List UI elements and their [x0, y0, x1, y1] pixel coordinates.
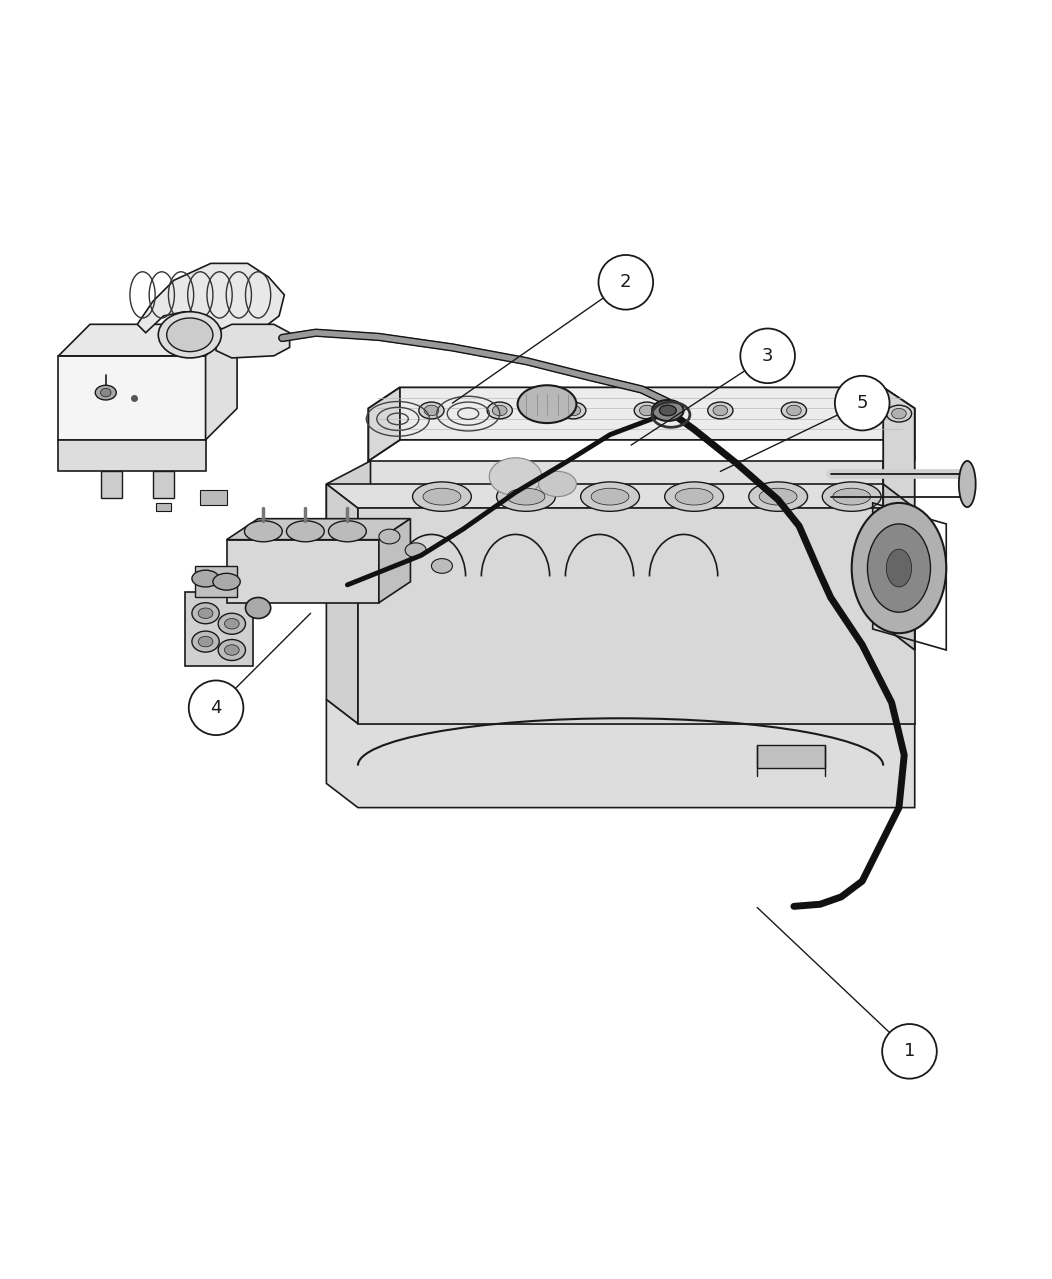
- Ellipse shape: [166, 318, 213, 352]
- Text: 3: 3: [762, 347, 773, 365]
- Polygon shape: [884, 483, 915, 650]
- Polygon shape: [101, 472, 122, 498]
- Ellipse shape: [958, 460, 975, 506]
- Ellipse shape: [518, 385, 576, 423]
- Polygon shape: [326, 460, 370, 600]
- Ellipse shape: [787, 405, 802, 416]
- Ellipse shape: [487, 402, 512, 418]
- Text: 1: 1: [904, 1042, 915, 1060]
- Polygon shape: [368, 388, 400, 460]
- Ellipse shape: [419, 402, 444, 418]
- Ellipse shape: [708, 402, 733, 418]
- Polygon shape: [59, 356, 205, 440]
- Ellipse shape: [887, 405, 912, 422]
- Circle shape: [741, 329, 795, 384]
- Polygon shape: [884, 388, 915, 535]
- Polygon shape: [205, 325, 237, 440]
- Ellipse shape: [224, 645, 239, 655]
- Ellipse shape: [218, 640, 245, 660]
- Ellipse shape: [760, 489, 797, 505]
- Ellipse shape: [782, 402, 807, 418]
- Ellipse shape: [492, 405, 507, 416]
- Ellipse shape: [198, 637, 213, 647]
- Polygon shape: [379, 519, 410, 602]
- Ellipse shape: [213, 573, 240, 590]
- Polygon shape: [216, 325, 289, 358]
- Polygon shape: [757, 744, 826, 767]
- Ellipse shape: [379, 530, 400, 544]
- Polygon shape: [326, 483, 915, 508]
- Ellipse shape: [245, 597, 270, 619]
- Polygon shape: [156, 503, 170, 512]
- Ellipse shape: [561, 402, 586, 418]
- Ellipse shape: [665, 482, 724, 512]
- Ellipse shape: [861, 405, 875, 416]
- Polygon shape: [137, 263, 284, 335]
- Ellipse shape: [868, 524, 930, 613]
- Polygon shape: [195, 565, 237, 597]
- Ellipse shape: [431, 559, 452, 573]
- Ellipse shape: [405, 542, 426, 558]
- Ellipse shape: [640, 405, 654, 416]
- Ellipse shape: [497, 482, 555, 512]
- Ellipse shape: [489, 458, 542, 495]
- Ellipse shape: [424, 405, 439, 416]
- Ellipse shape: [191, 570, 219, 587]
- Ellipse shape: [412, 482, 471, 512]
- Ellipse shape: [660, 405, 676, 416]
- Text: 2: 2: [620, 274, 631, 292]
- Polygon shape: [200, 490, 226, 505]
- Polygon shape: [59, 325, 237, 356]
- Polygon shape: [59, 440, 205, 472]
- Polygon shape: [326, 483, 358, 724]
- Ellipse shape: [892, 408, 907, 418]
- Ellipse shape: [887, 549, 912, 587]
- Circle shape: [883, 1024, 936, 1078]
- Ellipse shape: [224, 619, 239, 629]
- Circle shape: [835, 376, 890, 431]
- Polygon shape: [226, 540, 379, 602]
- Text: 5: 5: [856, 394, 868, 412]
- Ellipse shape: [652, 400, 684, 421]
- Ellipse shape: [198, 608, 213, 619]
- Ellipse shape: [218, 613, 245, 634]
- Circle shape: [599, 255, 653, 310]
- Ellipse shape: [96, 385, 117, 400]
- Ellipse shape: [101, 389, 112, 396]
- Ellipse shape: [244, 521, 282, 542]
- Ellipse shape: [539, 472, 576, 496]
- Ellipse shape: [566, 405, 581, 416]
- Ellipse shape: [713, 405, 728, 416]
- Ellipse shape: [423, 489, 461, 505]
- Polygon shape: [326, 700, 915, 807]
- Ellipse shape: [634, 402, 660, 418]
- Polygon shape: [184, 592, 252, 666]
- Ellipse shape: [823, 482, 882, 512]
- Ellipse shape: [158, 312, 221, 358]
- Ellipse shape: [852, 503, 946, 633]
- Polygon shape: [368, 388, 915, 460]
- Ellipse shape: [581, 482, 640, 512]
- Ellipse shape: [191, 631, 219, 652]
- Polygon shape: [358, 508, 915, 724]
- Ellipse shape: [191, 602, 219, 624]
- Text: 4: 4: [210, 698, 222, 716]
- Ellipse shape: [591, 489, 629, 505]
- Ellipse shape: [749, 482, 808, 512]
- Ellipse shape: [286, 521, 324, 542]
- Ellipse shape: [833, 489, 871, 505]
- Ellipse shape: [328, 521, 366, 542]
- Circle shape: [188, 680, 243, 735]
- Polygon shape: [368, 460, 884, 503]
- Ellipse shape: [675, 489, 713, 505]
- Ellipse shape: [507, 489, 545, 505]
- Polygon shape: [226, 519, 410, 540]
- Polygon shape: [153, 472, 174, 498]
- Ellipse shape: [855, 402, 881, 418]
